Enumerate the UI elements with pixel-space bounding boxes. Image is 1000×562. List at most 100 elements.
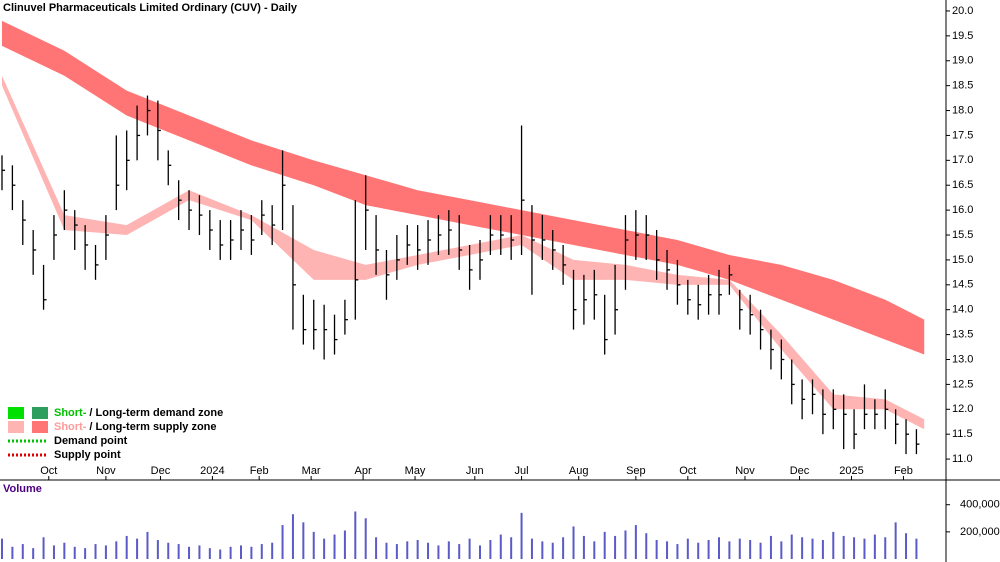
volume-bar: [302, 522, 305, 559]
volume-bar: [146, 531, 149, 559]
volume-bar: [863, 538, 866, 559]
volume-bar: [905, 533, 908, 559]
volume-bar: [385, 542, 388, 559]
volume-bar: [21, 544, 24, 559]
volume-bar: [562, 537, 565, 559]
volume-bar: [697, 542, 700, 559]
x-tick-label: Feb: [250, 465, 269, 477]
x-tick-label: 2024: [200, 465, 224, 477]
volume-bar: [707, 540, 710, 559]
volume-bar: [884, 537, 887, 559]
volume-bar: [801, 537, 804, 559]
x-tick-label: Oct: [679, 465, 696, 477]
y-tick-label: 14.0: [952, 304, 973, 316]
volume-bar: [395, 544, 398, 559]
volume-bar: [666, 541, 669, 559]
x-tick-label: Oct: [40, 465, 57, 477]
volume-bar: [177, 544, 180, 559]
volume-bar: [790, 534, 793, 559]
volume-bar: [42, 537, 45, 559]
legend-short: Short-: [54, 407, 87, 419]
volume-bar: [614, 535, 617, 559]
volume-bar: [821, 540, 824, 559]
volume-bar: [136, 538, 139, 559]
volume-bar: [104, 545, 107, 559]
volume-bar: [478, 545, 481, 559]
x-tick-label: Dec: [790, 465, 810, 477]
x-tick-label: Apr: [355, 465, 372, 477]
legend-short: Short-: [54, 421, 87, 433]
volume-bar: [738, 538, 741, 559]
volume-bar: [572, 526, 575, 559]
volume-bar: [354, 511, 357, 559]
x-tick-label: May: [405, 465, 426, 477]
volume-bar: [323, 538, 326, 559]
volume-bar: [1, 538, 3, 559]
volume-bar: [458, 544, 461, 559]
volume-bar: [52, 545, 55, 559]
volume-bar: [655, 540, 658, 559]
y-tick-label: 14.5: [952, 279, 973, 291]
volume-bar: [260, 544, 263, 559]
volume-bar: [188, 546, 191, 559]
volume-bar: [468, 538, 471, 559]
volume-bar: [156, 540, 159, 559]
legend-text: Short- / Long-term supply zone: [54, 421, 217, 433]
volume-bar: [520, 512, 523, 559]
volume-bar: [271, 542, 274, 559]
volume-bar: [73, 546, 76, 559]
y-tick-label: 15.0: [952, 254, 973, 266]
volume-bar: [624, 530, 627, 559]
volume-bar: [312, 531, 315, 559]
legend-text: Short- / Long-term demand zone: [54, 407, 223, 419]
y-tick-label: 12.0: [952, 403, 973, 415]
x-tick-label: Dec: [151, 465, 171, 477]
volume-bar: [842, 535, 845, 559]
volume-tick-label: 200,000: [960, 526, 1000, 538]
x-tick-label: Sep: [626, 465, 646, 477]
volume-bar: [853, 537, 856, 559]
volume-bar: [634, 525, 637, 559]
legend-swatch: [8, 421, 24, 433]
volume-bar: [343, 530, 346, 559]
volume-bar: [551, 542, 554, 559]
volume-bar: [489, 540, 492, 559]
y-tick-label: 19.5: [952, 30, 973, 42]
x-tick-label: Jul: [515, 465, 529, 477]
x-tick-label: 2025: [839, 465, 863, 477]
x-tick-label: Nov: [96, 465, 116, 477]
x-tick-label: Feb: [894, 465, 913, 477]
y-tick-label: 17.5: [952, 129, 973, 141]
volume-bar: [717, 537, 720, 559]
legend-swatch: [32, 407, 48, 419]
volume-bar: [811, 538, 814, 559]
volume-bar: [375, 537, 378, 559]
volume-bar: [749, 540, 752, 559]
volume-bar: [832, 531, 835, 559]
volume-bar: [686, 538, 689, 559]
volume-bar: [229, 546, 232, 559]
x-tick-label: Mar: [302, 465, 321, 477]
y-tick-label: 18.0: [952, 104, 973, 116]
volume-bar: [759, 542, 762, 559]
volume-bar: [94, 544, 97, 559]
legend-long: / Long-term supply zone: [89, 421, 216, 433]
volume-bar: [603, 531, 606, 559]
y-tick-label: 15.5: [952, 229, 973, 241]
volume-bar: [416, 540, 419, 559]
y-tick-label: 20.0: [952, 5, 973, 17]
volume-bar: [84, 548, 87, 559]
y-tick-label: 11.5: [952, 428, 973, 440]
volume-bar: [676, 544, 679, 559]
y-tick-label: 19.0: [952, 55, 973, 67]
volume-bar: [728, 541, 731, 559]
x-tick-label: Jun: [466, 465, 484, 477]
volume-bar: [447, 541, 450, 559]
y-tick-label: 13.0: [952, 353, 973, 365]
volume-bar: [167, 542, 170, 559]
volume-bar: [593, 541, 596, 559]
volume-bar: [437, 545, 440, 559]
zone-band: [2, 75, 925, 430]
